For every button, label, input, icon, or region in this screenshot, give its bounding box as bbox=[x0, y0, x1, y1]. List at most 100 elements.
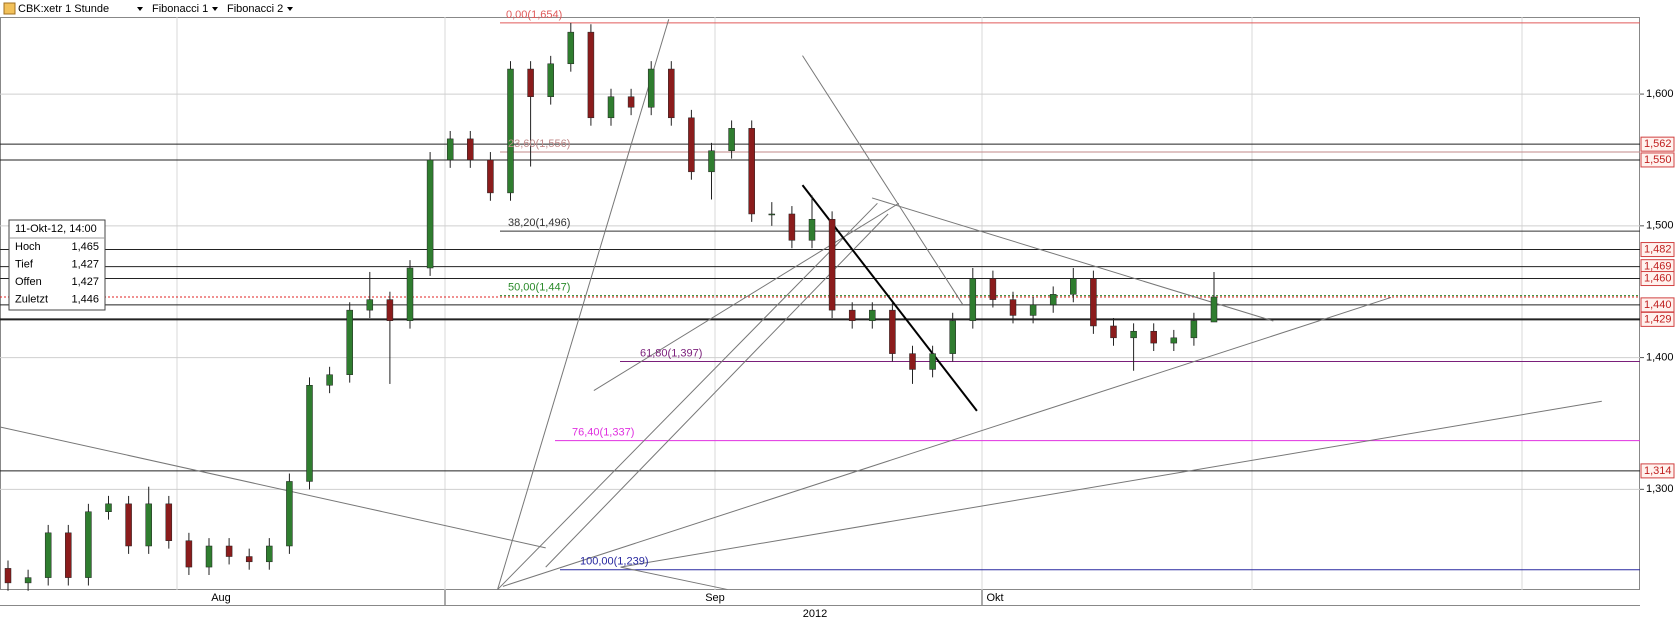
candle-body bbox=[205, 545, 213, 568]
candle-body bbox=[125, 503, 132, 547]
level-label: 1,440 bbox=[1644, 299, 1672, 311]
level-label: 1,314 bbox=[1644, 465, 1672, 477]
x-axis-year: 2012 bbox=[803, 608, 827, 620]
info-key: Hoch bbox=[15, 241, 41, 253]
candle-body bbox=[547, 63, 554, 97]
level-label: 1,469 bbox=[1644, 261, 1672, 273]
candle-body bbox=[969, 278, 977, 321]
info-value: 1,427 bbox=[71, 276, 99, 288]
candle-body bbox=[65, 532, 72, 578]
level-box bbox=[1640, 311, 1675, 327]
fib-label: 100,00(1,239) bbox=[580, 556, 649, 568]
trendline bbox=[502, 296, 1392, 587]
candle-body bbox=[286, 481, 293, 547]
level-label: 1,460 bbox=[1644, 272, 1672, 284]
fib2-menu[interactable]: Fibonacci 2 bbox=[227, 3, 283, 15]
fib1-menu[interactable]: Fibonacci 1 bbox=[152, 3, 208, 15]
candle-body bbox=[446, 138, 454, 161]
candle-body bbox=[748, 128, 755, 215]
candle-body bbox=[768, 213, 776, 216]
dropdown-arrow[interactable] bbox=[137, 7, 143, 11]
candle-body bbox=[105, 503, 112, 512]
fib-label: 0,00(1,654) bbox=[506, 9, 562, 21]
info-box: 11-Okt-12, 14:00 Hoch 1,465 Tief 1,427 Offen… bbox=[8, 219, 106, 311]
info-value: 1,427 bbox=[71, 258, 99, 270]
level-box bbox=[1640, 136, 1675, 152]
candle-body bbox=[467, 138, 474, 161]
toolbar-icon[interactable] bbox=[3, 2, 16, 15]
candle-body bbox=[688, 117, 695, 173]
candle-body bbox=[828, 218, 836, 311]
trendline bbox=[620, 566, 728, 591]
trendline bbox=[593, 202, 900, 391]
candle-body bbox=[306, 385, 313, 482]
candle-body bbox=[788, 213, 796, 241]
candle-body bbox=[366, 299, 374, 311]
candle-body bbox=[4, 568, 12, 584]
candle-body bbox=[185, 540, 193, 568]
plot-frame bbox=[0, 17, 1640, 590]
candle-body bbox=[406, 267, 414, 321]
candle-body bbox=[1210, 296, 1218, 323]
info-box-frame bbox=[8, 219, 106, 311]
info-value: 1,465 bbox=[71, 241, 99, 253]
candle-body bbox=[708, 150, 715, 173]
candle-body bbox=[165, 503, 173, 541]
candle-body bbox=[848, 309, 856, 321]
candle-body bbox=[909, 353, 916, 370]
fib-label: 23,60(1,556) bbox=[508, 138, 570, 150]
candle-body bbox=[386, 299, 394, 321]
candle-body bbox=[326, 374, 333, 386]
candle-body bbox=[426, 159, 434, 269]
candle-body bbox=[44, 532, 52, 578]
level-label: 1,482 bbox=[1644, 243, 1672, 255]
fib-label: 38,20(1,496) bbox=[508, 217, 570, 229]
candle-body bbox=[989, 278, 997, 300]
candle-body bbox=[808, 218, 816, 241]
level-box bbox=[1640, 152, 1675, 168]
level-box bbox=[1640, 463, 1675, 479]
x-tick-label: Aug bbox=[211, 592, 231, 604]
level-box bbox=[1640, 271, 1675, 287]
candle-body bbox=[647, 68, 655, 108]
candle-body bbox=[929, 353, 936, 370]
candle-body bbox=[567, 31, 575, 65]
toolbar: CBK:xetr 1 Stunde Fibonacci 1 Fibonacci … bbox=[3, 2, 293, 15]
trendline bbox=[620, 400, 1602, 568]
info-key: Zuletzt bbox=[15, 293, 48, 305]
level-label: 1,429 bbox=[1644, 313, 1672, 325]
candle-body bbox=[949, 320, 956, 354]
candle-body bbox=[1070, 278, 1077, 295]
trendline bbox=[0, 426, 546, 549]
candle-body bbox=[1029, 304, 1037, 316]
candle-body bbox=[668, 68, 675, 119]
fib-label: 76,40(1,337) bbox=[572, 426, 634, 438]
candle-body bbox=[487, 159, 494, 194]
y-tick-label: 1,300 bbox=[1646, 483, 1674, 495]
candle-body bbox=[1009, 299, 1017, 316]
candle-body bbox=[1150, 330, 1157, 344]
candle-body bbox=[869, 309, 876, 321]
candle-body bbox=[1110, 325, 1117, 339]
candle-body bbox=[587, 31, 595, 119]
y-tick-label: 1,400 bbox=[1646, 351, 1674, 363]
y-tick-label: 1,500 bbox=[1646, 220, 1674, 232]
fib-label: 50,00(1,447) bbox=[508, 282, 570, 294]
candle-body bbox=[627, 96, 635, 108]
info-value: 1,446 bbox=[71, 293, 99, 305]
trendline bbox=[802, 55, 964, 306]
level-box bbox=[1640, 242, 1675, 258]
trendline bbox=[871, 197, 1274, 322]
candle-body bbox=[266, 545, 273, 563]
dropdown-arrow[interactable] bbox=[287, 7, 293, 11]
candle-body bbox=[507, 68, 514, 194]
dropdown-arrow[interactable] bbox=[212, 7, 218, 11]
candle-body bbox=[1049, 294, 1057, 306]
candle-body bbox=[346, 309, 353, 375]
info-key: Tief bbox=[15, 258, 34, 270]
x-tick-label: Okt bbox=[986, 592, 1003, 604]
candle-body bbox=[1170, 337, 1178, 344]
level-label: 1,550 bbox=[1644, 154, 1672, 166]
symbol-menu[interactable]: CBK:xetr 1 Stunde bbox=[18, 3, 109, 15]
